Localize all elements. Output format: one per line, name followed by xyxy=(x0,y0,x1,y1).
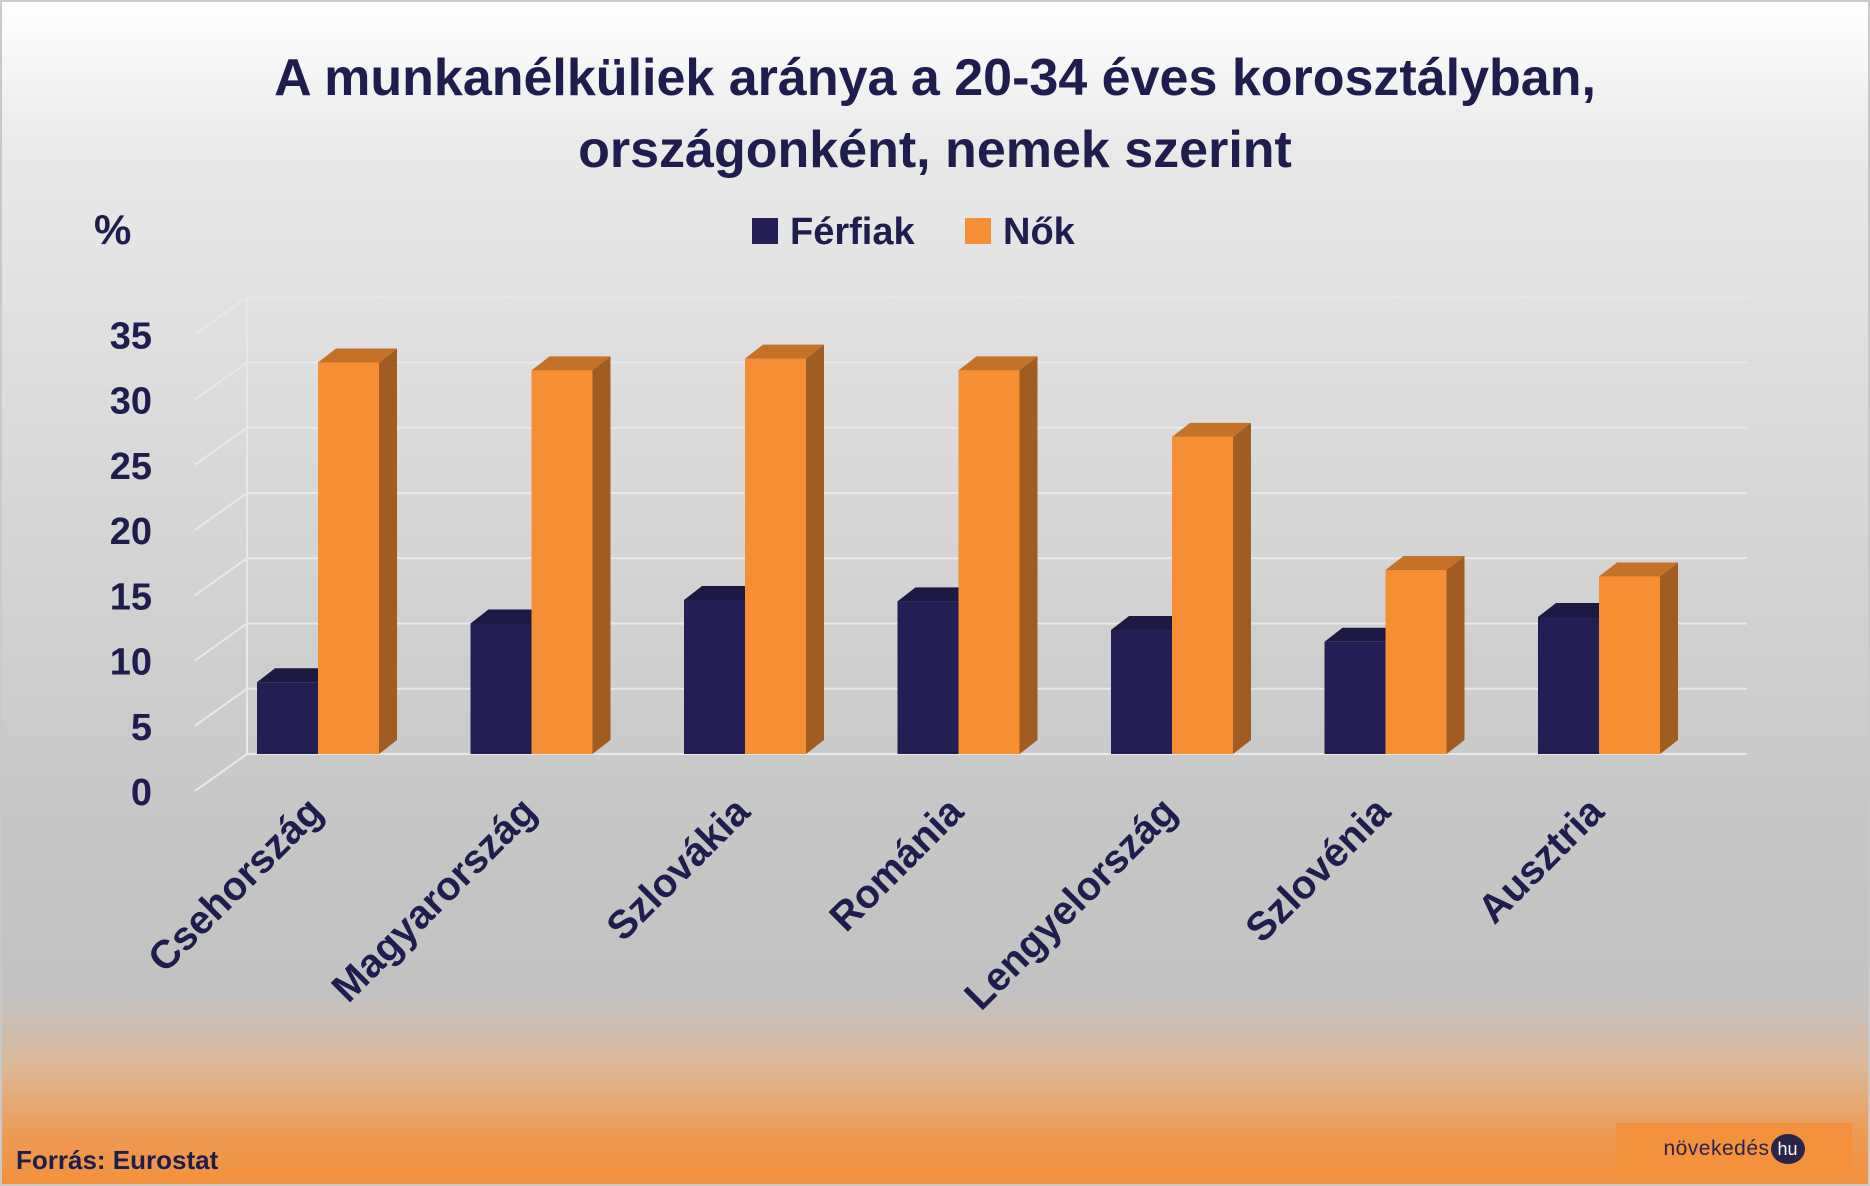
bar-top xyxy=(1599,562,1678,577)
y-tick-label: 15 xyxy=(110,576,152,618)
bar xyxy=(1172,422,1251,754)
bar-top xyxy=(958,356,1038,371)
bar-top xyxy=(1385,555,1465,570)
gridline-side xyxy=(194,557,248,597)
bar-front xyxy=(1599,576,1660,754)
y-axis-label: % xyxy=(94,206,131,253)
x-tick-label: Románia xyxy=(821,789,972,940)
bar xyxy=(1111,616,1190,754)
y-tick-label: 5 xyxy=(131,707,152,749)
y-tick-label: 20 xyxy=(110,511,152,553)
x-tick-label: Lengyelország xyxy=(956,789,1185,1018)
bar-front xyxy=(1538,616,1599,754)
legend-swatch xyxy=(752,218,778,244)
bar xyxy=(318,348,397,754)
bar-front xyxy=(1111,630,1172,754)
bar-front xyxy=(1172,436,1233,754)
bar-top xyxy=(684,586,763,601)
bar xyxy=(531,356,611,754)
x-tick-label: Ausztria xyxy=(1470,789,1613,932)
bar-top xyxy=(318,348,397,363)
bar-side xyxy=(1233,422,1251,754)
bar-top xyxy=(1172,422,1251,437)
bar-top xyxy=(470,609,550,624)
bar-front xyxy=(958,370,1020,754)
bar xyxy=(1324,627,1404,754)
bar-side xyxy=(1019,356,1038,754)
bar-top xyxy=(1111,616,1190,631)
bar-top xyxy=(1538,602,1617,617)
bar-side xyxy=(1660,562,1678,754)
bar-top xyxy=(1324,627,1404,642)
bar-top xyxy=(745,344,824,359)
chart-title-line-2: országonként, nemek szerint xyxy=(578,121,1292,179)
logo-text: növekedés xyxy=(1663,1137,1770,1160)
legend: Férfiak Nők xyxy=(752,211,1076,253)
bar-front xyxy=(1324,641,1386,754)
bar xyxy=(1385,555,1465,754)
source-note: Forrás: Eurostat xyxy=(16,1145,219,1175)
bar xyxy=(257,668,336,754)
x-tick-label: Szlovénia xyxy=(1237,789,1399,951)
gridline-side xyxy=(194,622,248,662)
x-tick-label: Szlovákia xyxy=(598,789,759,950)
bar xyxy=(897,587,977,754)
bar xyxy=(1599,562,1678,754)
logo-badge: hu xyxy=(1770,1134,1805,1164)
y-tick-label: 25 xyxy=(110,446,152,488)
bar-front xyxy=(257,682,318,754)
bars xyxy=(257,344,1678,754)
chart-title: A munkanélküliek aránya a 20-34 éves kor… xyxy=(2,42,1868,186)
bar-top xyxy=(531,356,611,371)
gridline-side xyxy=(194,492,248,531)
bar-side xyxy=(806,344,824,754)
bar-top xyxy=(897,587,977,602)
bar xyxy=(1538,602,1617,754)
y-tick-label: 30 xyxy=(110,381,152,423)
y-tick-label: 10 xyxy=(110,642,152,684)
bar-front xyxy=(684,600,745,754)
bar xyxy=(470,609,550,754)
bar xyxy=(684,586,763,754)
x-tick-label: Csehország xyxy=(140,789,331,980)
bar-side xyxy=(592,356,611,754)
chart-title-line-1: A munkanélküliek aránya a 20-34 éves kor… xyxy=(274,49,1596,107)
y-tick-label: 35 xyxy=(110,315,152,357)
bar-top xyxy=(257,668,336,683)
bar xyxy=(745,344,824,754)
bar-side xyxy=(379,348,397,754)
y-tick-label: 0 xyxy=(131,772,152,814)
bar-side xyxy=(1446,555,1465,754)
bar-front xyxy=(897,601,959,754)
bar-front xyxy=(318,362,379,754)
bar-front xyxy=(1385,569,1447,754)
gridline-side xyxy=(194,361,248,401)
gridline-side xyxy=(194,687,248,727)
legend-label: Nők xyxy=(1003,211,1076,253)
y-axis: 0 5 10 15 20 25 30 35% xyxy=(94,206,152,814)
gridline-side xyxy=(194,426,248,466)
bar-front xyxy=(745,358,806,754)
legend-label: Férfiak xyxy=(790,211,915,253)
brand-logo: növekedés hu xyxy=(1616,1123,1852,1175)
bar-front xyxy=(470,623,532,754)
bar xyxy=(958,356,1038,754)
gridline-side xyxy=(194,296,248,336)
gridline-side xyxy=(194,753,248,792)
legend-swatch xyxy=(965,218,991,244)
x-tick-label: Magyarország xyxy=(324,789,545,1010)
bar-front xyxy=(531,370,593,754)
